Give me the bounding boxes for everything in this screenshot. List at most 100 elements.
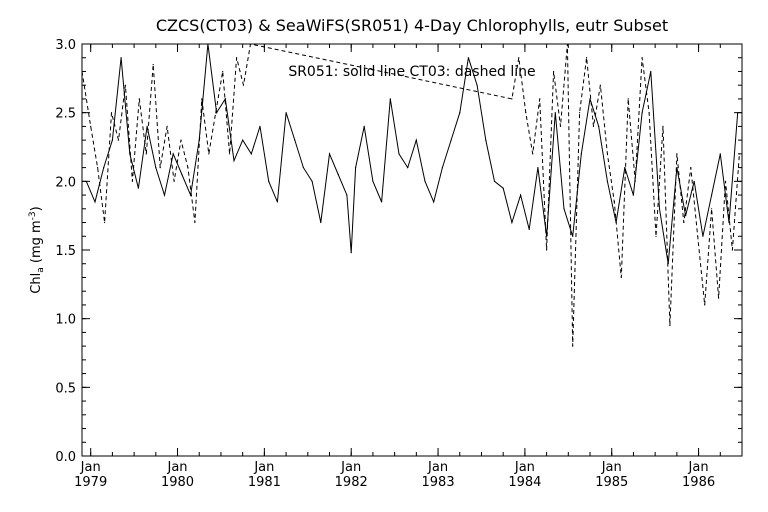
x-tick-year-label: 1979 — [74, 475, 107, 490]
data-point-sr051 — [702, 235, 704, 237]
data-point-ct03 — [572, 345, 574, 347]
data-point-ct03 — [187, 167, 189, 169]
series-group — [82, 44, 741, 347]
data-point-sr051 — [650, 70, 652, 73]
x-tick-year-label: 1980 — [161, 475, 194, 490]
data-point-ct03 — [648, 112, 650, 114]
data-point-ct03 — [546, 249, 548, 251]
data-point-sr051 — [285, 112, 287, 114]
data-point-sr051 — [520, 194, 522, 196]
data-point-sr051 — [554, 112, 556, 114]
data-point-sr051 — [389, 98, 391, 100]
data-point-sr051 — [103, 167, 105, 169]
y-tick-label: 0.5 — [55, 381, 76, 396]
data-point-sr051 — [146, 125, 148, 127]
data-point-ct03 — [208, 153, 210, 155]
data-point-ct03 — [655, 235, 657, 237]
data-point-ct03 — [599, 84, 602, 86]
y-tick-label: 3.0 — [55, 38, 76, 53]
x-tick-year-label: 1986 — [682, 475, 715, 490]
y-tick-label: 2.0 — [55, 175, 76, 190]
data-point-sr051 — [311, 180, 313, 182]
x-tick-year-label: 1982 — [335, 475, 368, 490]
data-point-sr051 — [476, 84, 478, 86]
data-point-sr051 — [441, 167, 443, 169]
data-point-sr051 — [259, 125, 261, 127]
data-point-ct03 — [222, 70, 224, 73]
y-tick-label: 2.5 — [55, 107, 76, 122]
data-point-ct03 — [131, 180, 133, 182]
data-point-ct03 — [97, 167, 99, 169]
data-point-ct03 — [731, 249, 734, 251]
data-point-sr051 — [433, 201, 435, 203]
y-axis-label: Chla (mg m-3) — [28, 206, 46, 293]
data-point-sr051 — [172, 153, 174, 155]
x-tick-year-label: 1983 — [422, 475, 455, 490]
data-point-sr051 — [372, 180, 374, 182]
data-point-ct03 — [173, 180, 175, 182]
data-point-ct03 — [532, 153, 534, 155]
data-point-sr051 — [355, 167, 357, 169]
data-point-sr051 — [511, 221, 513, 224]
x-tick-year-label: 1981 — [248, 475, 281, 490]
data-point-ct03 — [724, 180, 727, 182]
chart-title: CZCS(CT03) & SeaWiFS(SR051) 4-Day Chloro… — [156, 16, 668, 35]
data-point-sr051 — [242, 139, 244, 141]
y-tick-label: 0.0 — [55, 450, 76, 465]
data-point-ct03 — [236, 57, 238, 59]
x-tick-month-label: Jan — [427, 460, 448, 475]
y-tick-label: 1.5 — [55, 244, 76, 259]
x-tick-year-label: 1985 — [595, 475, 628, 490]
data-point-sr051 — [658, 208, 661, 210]
data-point-ct03 — [683, 221, 685, 224]
series-line-ct03 — [82, 44, 740, 347]
data-point-ct03 — [553, 70, 555, 73]
data-point-sr051 — [155, 167, 157, 169]
data-point-sr051 — [624, 167, 626, 169]
data-point-sr051 — [450, 139, 452, 141]
x-tick-month-label: Jan — [167, 460, 188, 475]
data-point-sr051 — [685, 215, 687, 217]
data-point-ct03 — [592, 125, 595, 127]
data-point-ct03 — [613, 201, 615, 203]
data-point-ct03 — [138, 98, 140, 100]
data-point-ct03 — [539, 98, 541, 100]
data-point-sr051 — [407, 167, 409, 169]
data-point-sr051 — [563, 208, 565, 210]
data-point-sr051 — [467, 57, 469, 59]
data-point-sr051 — [224, 98, 226, 100]
y-axis-label-text: Chla (mg m-3) — [28, 206, 46, 293]
y-axis: 0.0 0.5 1.0 1.5 2.0 2.5 3.0 — [55, 38, 742, 465]
x-tick-year-label: 1984 — [508, 475, 541, 490]
data-point-ct03 — [620, 276, 622, 279]
data-point-ct03 — [201, 98, 203, 100]
data-point-ct03 — [145, 153, 147, 155]
data-point-sr051 — [350, 252, 352, 254]
data-point-sr051 — [719, 153, 721, 155]
data-point-sr051 — [302, 167, 304, 169]
data-point-sr051 — [276, 201, 278, 203]
data-point-sr051 — [207, 44, 209, 45]
data-point-ct03 — [180, 139, 182, 141]
data-point-ct03 — [711, 208, 713, 210]
data-point-ct03 — [690, 167, 692, 169]
data-point-ct03 — [525, 112, 527, 114]
data-point-sr051 — [233, 160, 235, 162]
data-point-sr051 — [641, 112, 643, 114]
data-point-ct03 — [586, 57, 588, 59]
data-point-sr051 — [693, 180, 695, 182]
data-point-sr051 — [424, 180, 426, 182]
data-point-sr051 — [111, 139, 113, 141]
data-point-sr051 — [320, 221, 322, 224]
data-point-sr051 — [250, 153, 252, 155]
data-point-sr051 — [94, 201, 96, 203]
data-point-sr051 — [363, 125, 365, 127]
data-point-ct03 — [718, 297, 720, 299]
data-point-ct03 — [704, 304, 706, 306]
data-point-sr051 — [632, 194, 635, 196]
data-point-ct03 — [606, 153, 609, 155]
data-point-ct03 — [566, 44, 568, 45]
data-point-ct03 — [559, 125, 562, 127]
data-point-ct03 — [662, 125, 664, 127]
